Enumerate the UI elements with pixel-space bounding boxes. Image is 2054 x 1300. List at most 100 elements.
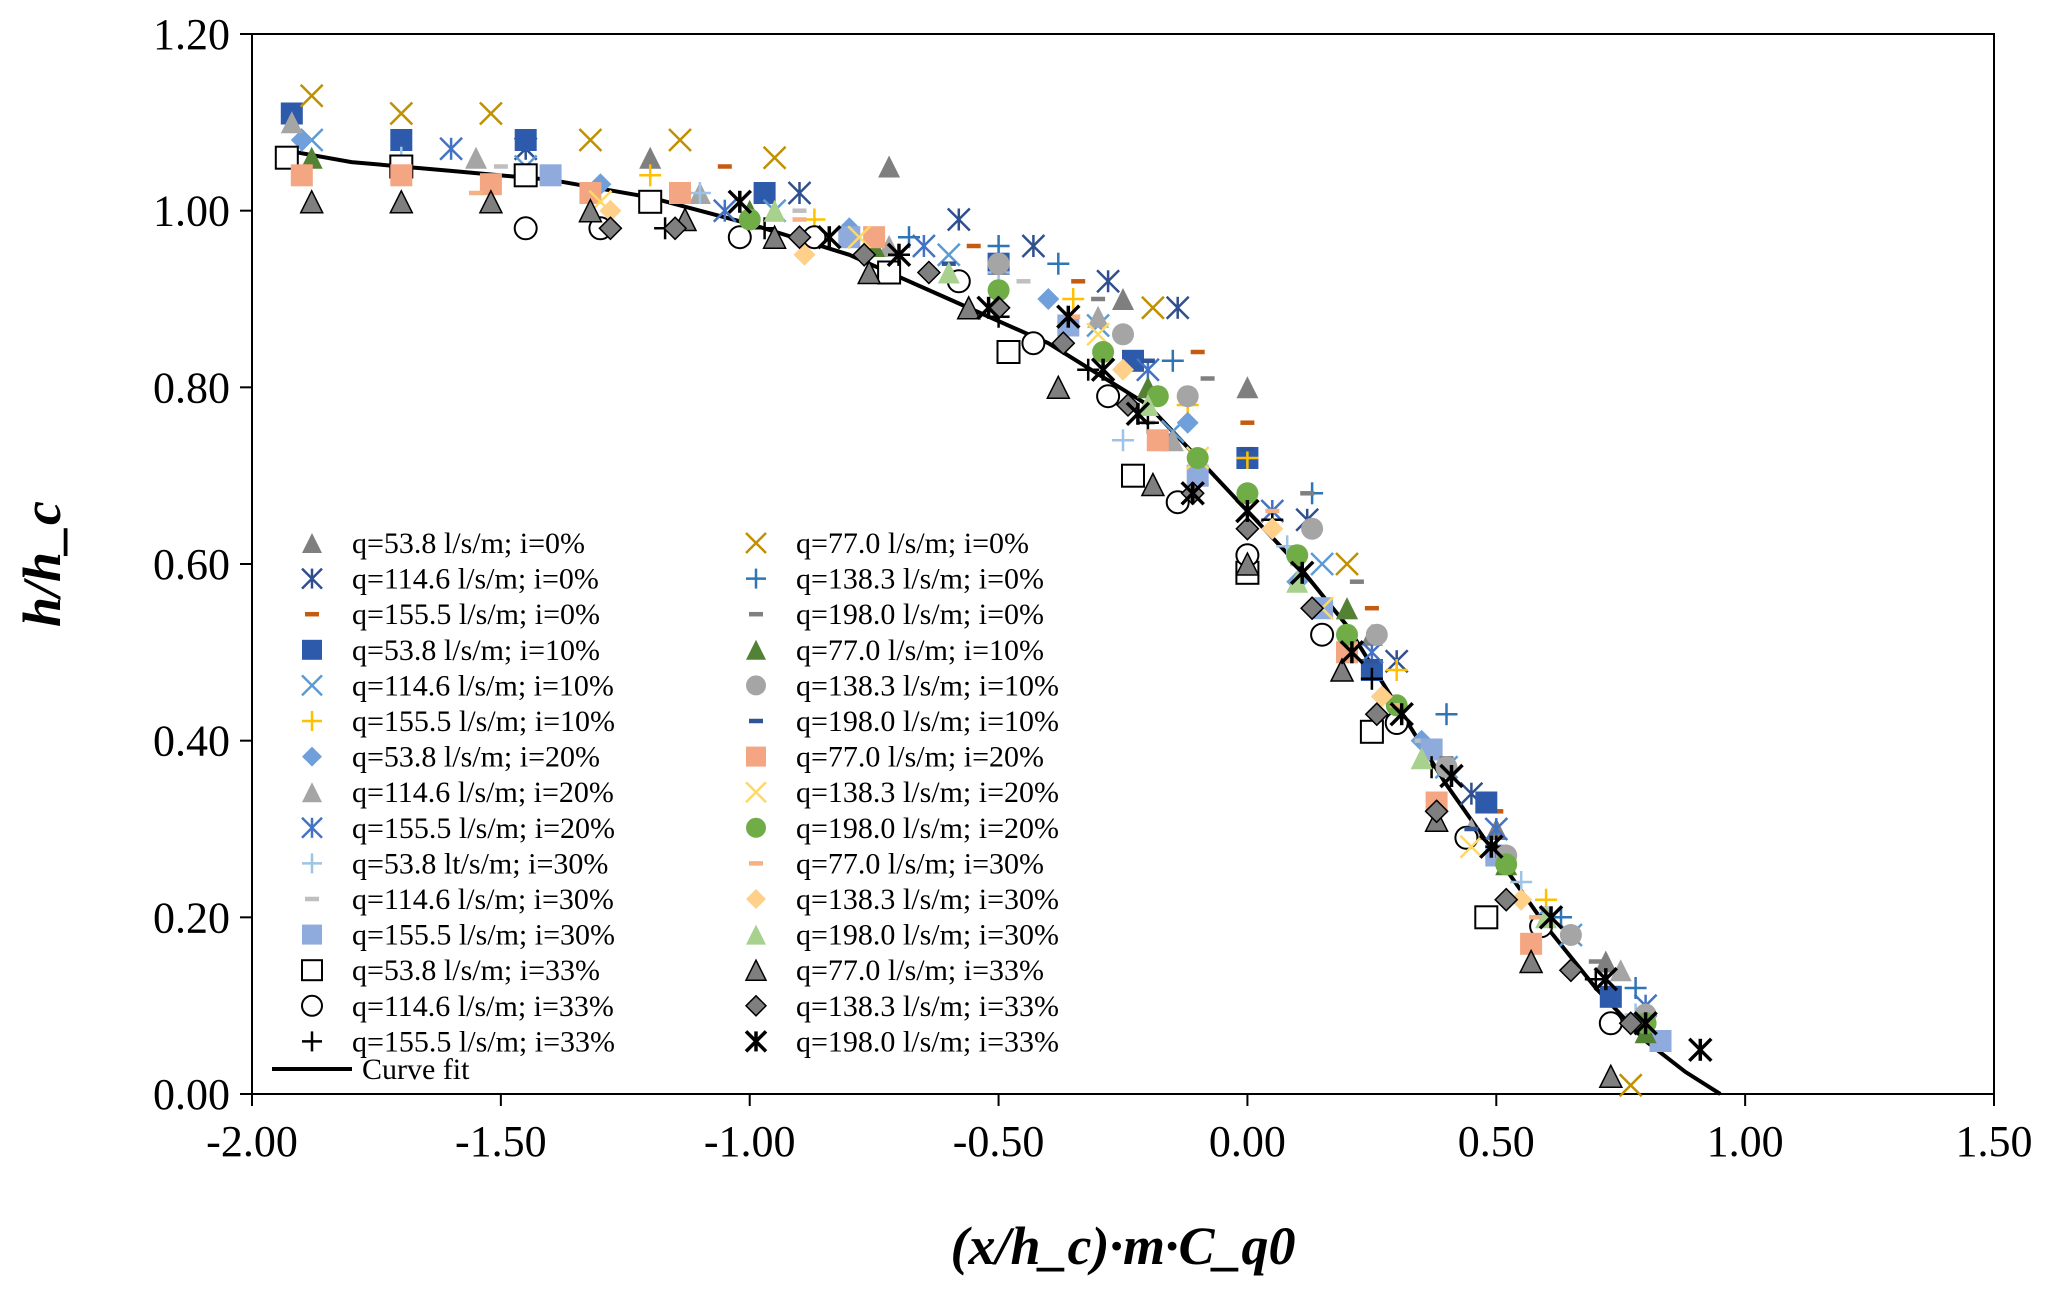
legend-label: q=138.3 l/s/m; i=20% bbox=[796, 776, 1059, 809]
legend-label: q=198.0 l/s/m; i=0% bbox=[796, 598, 1044, 631]
legend-label: q=53.8 lt/s/m; i=30% bbox=[352, 847, 608, 880]
data-point bbox=[1235, 551, 1260, 576]
data-point bbox=[688, 182, 711, 204]
points-layer bbox=[274, 83, 1713, 1098]
data-point bbox=[946, 207, 971, 232]
legend-marker bbox=[746, 817, 766, 838]
legend-label: q=138.3 l/s/m; i=10% bbox=[796, 669, 1059, 702]
data-point bbox=[668, 128, 692, 152]
data-point bbox=[787, 181, 812, 205]
data-point bbox=[578, 128, 603, 152]
data-point bbox=[753, 182, 776, 204]
data-point bbox=[1146, 385, 1169, 408]
x-tick-label: -1.00 bbox=[704, 1117, 796, 1166]
data-point bbox=[274, 145, 299, 170]
legend-label: q=77.0 l/s/m; i=10% bbox=[796, 634, 1044, 667]
data-point bbox=[478, 189, 504, 214]
legend-marker bbox=[302, 746, 322, 767]
legend-label: q=138.3 l/s/m; i=33% bbox=[796, 990, 1059, 1023]
data-point bbox=[996, 340, 1021, 364]
legend-marker bbox=[746, 675, 766, 696]
data-point bbox=[936, 242, 961, 267]
data-point bbox=[856, 259, 882, 285]
data-point bbox=[1649, 1030, 1672, 1052]
data-point bbox=[514, 129, 537, 151]
data-point bbox=[1236, 482, 1259, 505]
data-point bbox=[479, 173, 502, 196]
data-point bbox=[1090, 357, 1116, 382]
legend-marker bbox=[746, 746, 766, 767]
data-point bbox=[1410, 747, 1433, 770]
data-point bbox=[787, 225, 812, 250]
data-point bbox=[1495, 853, 1518, 876]
data-point bbox=[1339, 640, 1365, 665]
data-point bbox=[513, 163, 538, 188]
data-point bbox=[1599, 985, 1622, 1008]
data-point bbox=[639, 164, 662, 187]
data-point bbox=[1459, 834, 1484, 859]
data-point bbox=[838, 226, 861, 249]
data-point bbox=[1598, 1063, 1624, 1089]
data-point bbox=[290, 129, 313, 151]
legend-label: q=198.0 l/s/m; i=10% bbox=[796, 705, 1059, 738]
data-point bbox=[1112, 288, 1134, 310]
legend-marker bbox=[302, 853, 322, 874]
data-point bbox=[1021, 331, 1046, 356]
legend-marker bbox=[301, 816, 323, 839]
data-point bbox=[937, 261, 960, 284]
data-point bbox=[1336, 597, 1358, 620]
data-point bbox=[1176, 385, 1199, 408]
legend-label: q=155.5 l/s/m; i=10% bbox=[352, 705, 615, 738]
data-point bbox=[1286, 570, 1309, 593]
data-point bbox=[762, 145, 787, 170]
data-point bbox=[1161, 349, 1184, 372]
data-point bbox=[1180, 481, 1205, 506]
data-point bbox=[290, 164, 313, 187]
data-point bbox=[987, 252, 1010, 275]
data-point bbox=[1046, 374, 1071, 400]
data-point bbox=[1125, 401, 1151, 427]
legend-label: q=114.6 l/s/m; i=20% bbox=[352, 776, 614, 809]
y-tick-label: 1.20 bbox=[153, 10, 230, 59]
data-point bbox=[1518, 948, 1544, 974]
data-point bbox=[1389, 701, 1414, 727]
data-point bbox=[1624, 977, 1647, 999]
y-tick-label: 1.00 bbox=[153, 187, 230, 236]
data-point bbox=[1475, 791, 1498, 814]
data-point bbox=[1420, 738, 1443, 761]
data-point bbox=[1335, 552, 1359, 576]
legend-marker bbox=[744, 994, 768, 1017]
data-point bbox=[738, 208, 761, 231]
data-point bbox=[439, 136, 463, 161]
data-point bbox=[638, 189, 663, 214]
data-point bbox=[1056, 304, 1081, 329]
data-point bbox=[663, 216, 688, 241]
data-point bbox=[1474, 905, 1499, 930]
data-point bbox=[987, 279, 1010, 302]
legend-marker bbox=[302, 924, 322, 945]
data-point bbox=[1359, 719, 1384, 744]
data-point bbox=[1021, 234, 1046, 258]
data-point bbox=[1584, 968, 1607, 991]
data-point bbox=[847, 225, 872, 250]
data-point bbox=[1633, 1011, 1658, 1036]
legend-marker bbox=[746, 924, 766, 945]
legend-label: q=138.3 l/s/m; i=30% bbox=[796, 883, 1059, 916]
x-tick-label: -1.50 bbox=[455, 1117, 547, 1166]
legend-marker bbox=[302, 711, 322, 731]
legend-label: q=155.5 l/s/m; i=20% bbox=[352, 812, 615, 845]
data-point bbox=[1593, 966, 1619, 992]
legend-marker bbox=[301, 994, 323, 1017]
legend-label: q=77.0 l/s/m; i=20% bbox=[796, 741, 1044, 774]
data-point bbox=[669, 182, 691, 204]
x-tick-label: -2.00 bbox=[206, 1117, 298, 1166]
data-point bbox=[1301, 517, 1324, 540]
data-point bbox=[912, 234, 936, 258]
data-point bbox=[1235, 498, 1260, 524]
data-point bbox=[1236, 376, 1259, 399]
data-point bbox=[1146, 429, 1169, 452]
x-tick-label: 1.00 bbox=[1707, 1117, 1784, 1166]
data-point bbox=[762, 224, 787, 249]
legend-label: q=114.6 l/s/m; i=0% bbox=[352, 563, 599, 596]
data-point bbox=[1176, 411, 1199, 434]
